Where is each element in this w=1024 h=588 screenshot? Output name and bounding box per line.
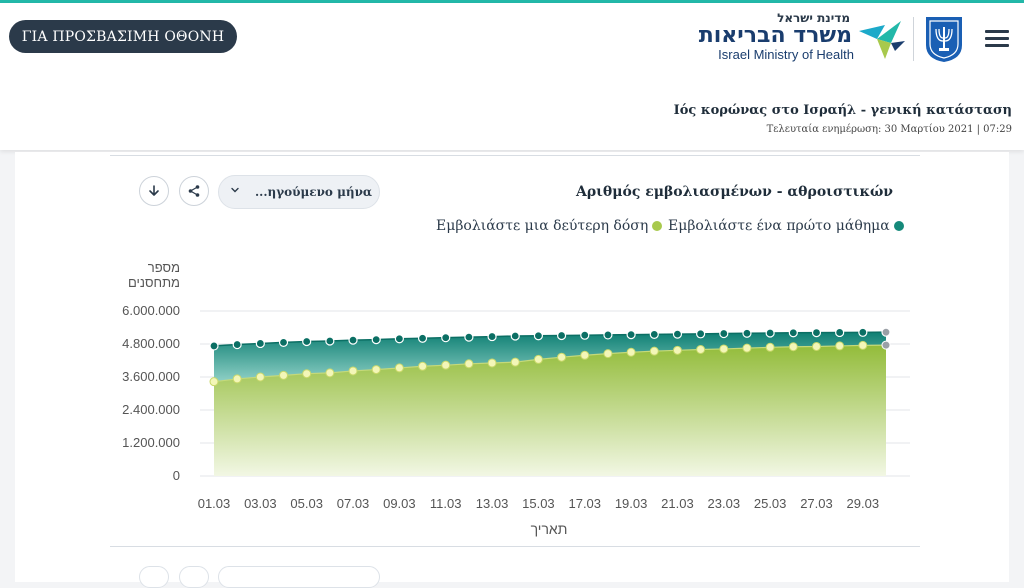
legend-dot-first-dose [893,221,904,231]
legend-label-second-dose: Εμβολιάστε μια δεύτερη δόση [436,218,649,234]
chart-title: Αριθμός εμβολιασμένων - αθροιστικών [575,184,893,200]
period-dropdown[interactable]: ...ηγούμενο μήνα [218,175,380,209]
next-card-button-ghost [179,566,209,588]
top-accent-line [0,0,1024,3]
card-divider-bottom [110,546,920,547]
chart-card [15,152,1009,582]
legend-label-first-dose: Εμβολιάστε ένα πρώτο μάθημα [668,218,890,234]
next-card-button-ghost [139,566,169,588]
legend-dot-second-dose [652,221,663,231]
share-button[interactable] [179,176,209,206]
state-emblem-icon [926,17,962,62]
period-dropdown-label: ...ηγούμενο μήνα [255,185,373,199]
logo-subtitle: מדינת ישראל [777,11,850,25]
chevron-down-icon [231,187,239,193]
legend-item-first-dose[interactable]: Εμβολιάστε ένα πρώτο μάθημα [668,218,904,234]
logo-divider [913,17,914,61]
last-updated: Τελευταία ενημέρωση: 30 Μαρτίου 2021 | 0… [766,124,1012,135]
page-title: Ιός κορώνας στο Ισραήλ - γενική κατάστασ… [673,103,1012,118]
header: ΓΙΑ ΠΡΟΣΒΑΣΙΜΗ ΟΘΟΝΗ מדינת ישראל משרד הב… [0,3,1024,150]
download-icon [149,185,159,196]
card-divider-top [110,155,920,156]
download-button[interactable] [139,176,169,206]
legend-item-second-dose[interactable]: Εμβολιάστε μια δεύτερη δόση [436,218,663,234]
ministry-bird-logo-icon [859,21,905,59]
accessibility-button[interactable]: ΓΙΑ ΠΡΟΣΒΑΣΙΜΗ ΟΘΟΝΗ [9,20,237,53]
hamburger-menu-icon[interactable] [985,30,1009,48]
next-card-dropdown-ghost [218,566,380,588]
logo-title: משרד הבריאות [698,23,852,48]
logo-english: Israel Ministry of Health [718,47,854,62]
share-icon [188,185,200,197]
